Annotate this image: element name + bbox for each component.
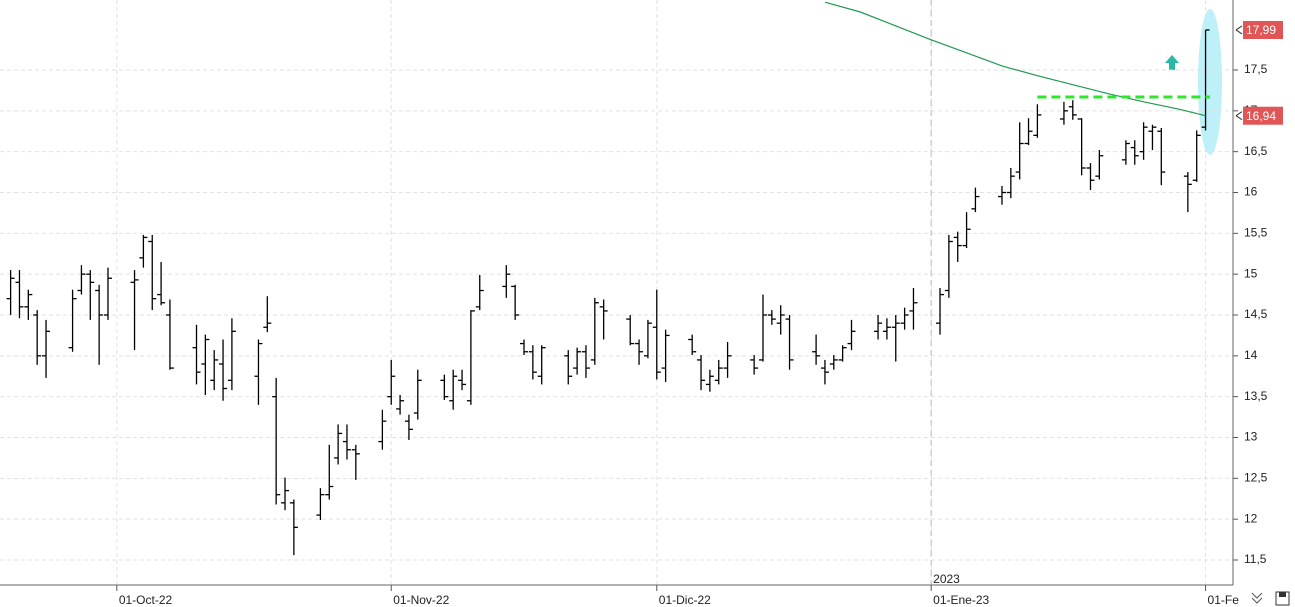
y-tick-label: 16 [1244, 185, 1258, 199]
y-tick-label: 11,5 [1244, 552, 1267, 566]
x-tick-label: 01-Fe [1208, 593, 1240, 607]
x-tick-label: 01-Oct-22 [119, 593, 173, 607]
year-label: 2023 [933, 572, 960, 586]
y-tick-label: 13 [1244, 430, 1258, 444]
y-tick-label: 14,5 [1244, 307, 1268, 321]
y-tick-label: 16,5 [1244, 144, 1268, 158]
price-label-box [1243, 20, 1283, 39]
price-label: 17,99 [1246, 23, 1276, 37]
x-tick-label: 01-Ene-23 [933, 593, 989, 607]
price-pointer [1235, 111, 1243, 121]
price-pointer [1235, 25, 1243, 35]
up-arrow [1165, 55, 1179, 70]
y-tick-label: 15 [1244, 266, 1258, 280]
x-tick-label: 01-Nov-22 [393, 593, 449, 607]
collapse-icon[interactable] [1251, 592, 1263, 604]
y-tick-label: 17,5 [1244, 62, 1268, 76]
highlight-ellipse [1198, 9, 1222, 155]
y-tick-label: 12 [1244, 511, 1258, 525]
moving-average [824, 1, 1206, 117]
y-tick-label: 15,5 [1244, 226, 1268, 240]
price-label: 16,94 [1246, 109, 1276, 123]
y-tick-label: 14 [1244, 348, 1258, 362]
x-tick-label: 01-Dic-22 [659, 593, 711, 607]
save-icon-detail [1279, 592, 1286, 597]
y-tick-label: 13,5 [1244, 389, 1268, 403]
y-tick-label: 12,5 [1244, 471, 1268, 485]
toolbar-icons [1251, 591, 1290, 606]
price-label-box [1243, 106, 1283, 125]
